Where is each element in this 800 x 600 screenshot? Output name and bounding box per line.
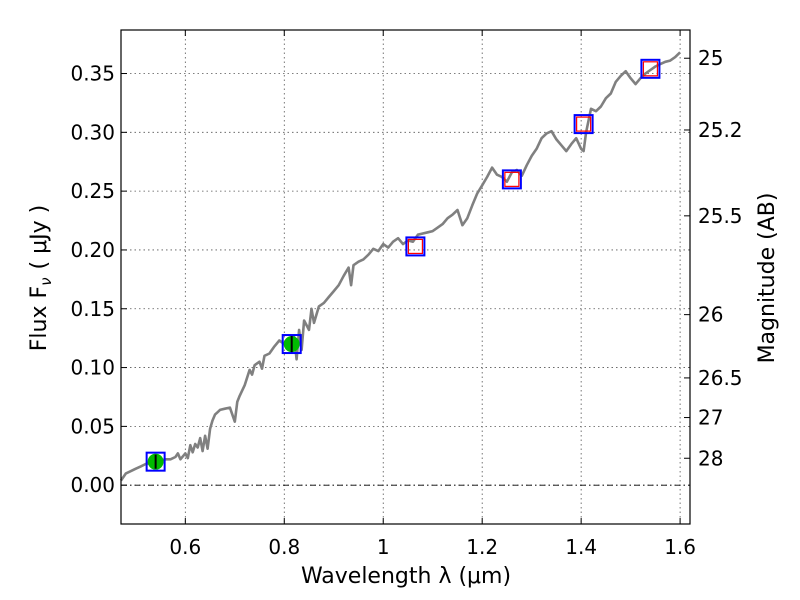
y-tick-label: 0.10 (70, 356, 115, 380)
y-tick-label: 0.35 (70, 62, 115, 86)
y2-tick-label: 25 (698, 46, 723, 70)
plot-frame (120, 29, 691, 525)
y-tick-label: 0.30 (70, 120, 115, 144)
y-tick-label: 0.00 (70, 473, 115, 497)
series-layer (119, 51, 682, 482)
marker-layer (145, 58, 661, 472)
tick-layer: 0.6 0.8 1 1.2 1.4 1.6 0.00 0.05 0.10 0.15 0.20 0.25… (70, 30, 743, 559)
y-tick-label: 0.20 (70, 238, 115, 262)
model-band-flux-box (281, 334, 302, 355)
y2-tick-label: 25.5 (698, 204, 743, 228)
upper-limit-marker (504, 171, 520, 187)
x-tick-label: 1.2 (466, 535, 498, 559)
x-axis-label: Wavelength λ (μm) (301, 564, 511, 589)
model-band-flux-box (501, 169, 522, 190)
model-spectrum-line (119, 51, 682, 482)
upper-limit-marker (576, 116, 592, 132)
y2-tick-label: 26 (698, 303, 723, 327)
x-tick-label: 1 (377, 535, 390, 559)
y2-tick-label: 26.5 (698, 366, 743, 390)
model-band-flux-box (145, 451, 166, 472)
y2-tick-label: 28 (698, 446, 723, 470)
y-axis-label-subscript: ν (37, 277, 55, 285)
y-axis-label: Flux F (27, 286, 52, 351)
upper-limit-marker (642, 61, 659, 77)
grid (121, 30, 690, 524)
model-band-flux-box (573, 114, 594, 135)
y-tick-label: 0.05 (70, 414, 115, 438)
x-tick-label: 0.6 (169, 535, 201, 559)
y-axis-label-group: Flux Fν ( μJy ) (27, 205, 55, 351)
upper-limit-marker (407, 238, 423, 255)
y2-axis-label: Magnitude (AB) (755, 193, 780, 364)
x-tick-label: 0.8 (268, 535, 300, 559)
y2-tick-label: 27 (698, 406, 723, 430)
model-band-flux-box (405, 236, 426, 257)
y-tick-label: 0.15 (70, 297, 115, 321)
y-tick-label: 0.25 (70, 179, 115, 203)
y-axis-label-text: Flux Fν ( μJy ) (27, 205, 55, 351)
x-tick-label: 1.4 (565, 535, 597, 559)
x-tick-label: 1.6 (664, 535, 696, 559)
y-axis-label-unit: ( μJy ) (27, 205, 52, 270)
y2-tick-label: 25.2 (698, 118, 743, 142)
model-band-flux-box (640, 58, 661, 79)
